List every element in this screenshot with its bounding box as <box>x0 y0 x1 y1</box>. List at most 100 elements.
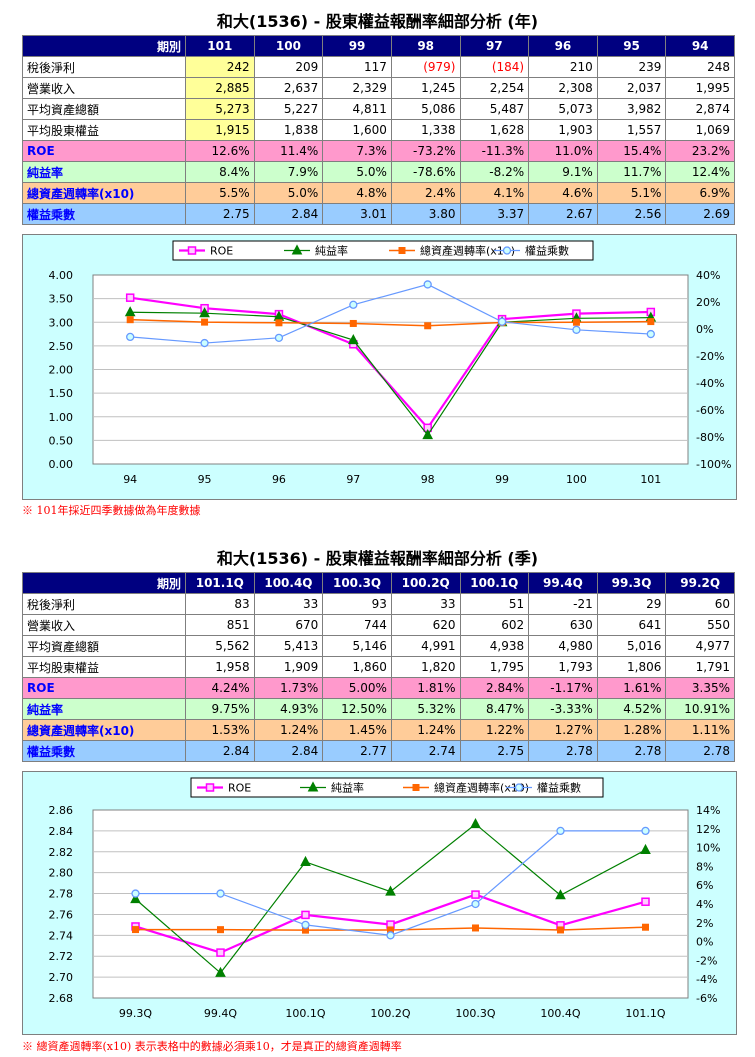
table-cell: 2.56 <box>596 203 667 225</box>
row-label: ROE <box>22 677 186 699</box>
row-label: 營業收入 <box>22 614 186 636</box>
table-cell: 2.78 <box>528 740 598 762</box>
table-cell: 4.6% <box>528 182 598 204</box>
legend-label: 純益率 <box>315 244 348 258</box>
series-line-turnover <box>130 318 651 327</box>
table-cell: 1,958 <box>185 656 255 678</box>
y-right-tick-label: 40% <box>696 269 720 282</box>
table-cell: 1.24% <box>253 719 324 741</box>
table-cell: 2,637 <box>253 77 324 99</box>
table-cell: 1.81% <box>390 677 461 699</box>
table-row-avg-equity: 平均股東權益 1,958 1,909 1,860 1,820 1,795 1,7… <box>22 656 735 678</box>
table-cell: 620 <box>390 614 461 636</box>
table-cell: 1,903 <box>528 119 598 141</box>
data-point-turnover <box>275 319 283 327</box>
row-label: 總資產週轉率(x10) <box>22 719 186 741</box>
table-cell: -78.6% <box>390 161 461 183</box>
row-label: 營業收入 <box>22 77 186 99</box>
table-cell: 4.1% <box>459 182 530 204</box>
table-cell: (184) <box>459 56 530 78</box>
table-row-roe: ROE 4.24% 1.73% 5.00% 1.81% 2.84% -1.17%… <box>22 677 735 699</box>
period-header: 100.2Q <box>390 572 461 594</box>
data-point-turnover <box>557 926 564 934</box>
data-point-multiplier <box>274 333 284 342</box>
table-cell: 1,838 <box>253 119 324 141</box>
period-header: 96 <box>528 35 598 57</box>
table-cell: 5.32% <box>390 698 461 720</box>
table-cell: 1.28% <box>596 719 667 741</box>
data-point-net-margin <box>422 429 434 440</box>
table-cell: 2.4% <box>390 182 461 204</box>
plot-area <box>92 809 689 999</box>
x-tick-label: 101 <box>640 473 661 486</box>
quarterly-footnote: ※ 總資產週轉率(x10) 表示表格中的數據必須乘10，才是真正的總資產週轉率 <box>22 1040 402 1053</box>
y-left-tick-label: 0.50 <box>49 434 74 447</box>
table-cell: 1.27% <box>528 719 598 741</box>
table-cell: 11.0% <box>528 140 598 162</box>
table-cell: 33 <box>253 593 324 615</box>
y-left-tick-label: 1.50 <box>49 387 74 400</box>
table-cell: 1,245 <box>390 77 461 99</box>
data-point-roe <box>125 293 135 302</box>
table-cell: 4,991 <box>390 635 461 657</box>
table-cell: 1.22% <box>459 719 530 741</box>
period-header: 97 <box>459 35 530 57</box>
row-label: 稅後淨利 <box>22 56 186 78</box>
y-right-tick-label: -80% <box>696 431 724 444</box>
table-cell: 3.37 <box>459 203 530 225</box>
y-right-tick-label: 10% <box>696 842 720 855</box>
data-point-multiplier <box>200 338 209 348</box>
period-header: 94 <box>665 35 735 57</box>
period-header: 100.1Q <box>459 572 530 594</box>
legend-label: ROE <box>210 245 233 258</box>
y-right-tick-label: -2% <box>696 954 717 967</box>
table-cell: 2.84 <box>253 740 324 762</box>
data-point-turnover <box>424 322 432 330</box>
period-header: 99.4Q <box>528 572 598 594</box>
table-cell: 2.75 <box>459 740 530 762</box>
x-tick-label: 95 <box>198 473 212 486</box>
legend-marker-net-margin <box>307 781 319 792</box>
table-cell: 1,795 <box>459 656 530 678</box>
period-header-label: 期別 <box>22 35 186 57</box>
table-cell: 2.67 <box>528 203 598 225</box>
table-cell: 2.78 <box>596 740 667 762</box>
data-point-multiplier <box>216 889 225 898</box>
period-header: 101.1Q <box>185 572 255 594</box>
table-cell: 5,562 <box>185 635 255 657</box>
legend-marker-multiplier <box>514 783 524 792</box>
x-tick-label: 99.4Q <box>204 1007 237 1020</box>
table-row-asset-turnover: 總資產週轉率(x10) 5.5% 5.0% 4.8% 2.4% 4.1% 4.6… <box>22 182 735 204</box>
period-header: 100 <box>253 35 324 57</box>
data-point-turnover <box>647 318 655 326</box>
quarterly-title: 和大(1536) - 股東權益報酬率細部分析 (季) <box>216 549 539 568</box>
y-left-tick-label: 2.84 <box>49 825 74 838</box>
table-cell: 4.93% <box>253 698 324 720</box>
y-left-tick-label: 3.00 <box>49 316 74 329</box>
period-header: 98 <box>390 35 461 57</box>
data-point-multiplier <box>497 317 507 326</box>
table-cell: 209 <box>253 56 324 78</box>
table-cell: 2.78 <box>665 740 735 762</box>
table-cell: 5,487 <box>459 98 530 120</box>
table-cell: 29 <box>596 593 667 615</box>
data-point-turnover <box>572 318 580 326</box>
table-cell: 23.2% <box>665 140 735 162</box>
row-label: 平均股東權益 <box>22 119 186 141</box>
y-left-tick-label: 2.80 <box>49 867 74 880</box>
table-cell: -3.33% <box>528 698 598 720</box>
table-cell: 5,086 <box>390 98 461 120</box>
y-left-tick-label: 3.50 <box>49 293 74 306</box>
table-cell: 1,793 <box>528 656 598 678</box>
x-tick-label: 100.1Q <box>285 1007 325 1020</box>
table-cell: 5.0% <box>253 182 324 204</box>
row-label: ROE <box>22 140 186 162</box>
period-header: 99.3Q <box>596 572 667 594</box>
data-point-turnover <box>217 926 224 934</box>
table-cell: 60 <box>665 593 735 615</box>
table-row-roe: ROE 12.6% 11.4% 7.3% -73.2% -11.3% 11.0%… <box>22 140 735 162</box>
row-label: 平均資產總額 <box>22 635 186 657</box>
y-left-tick-label: 2.00 <box>49 364 74 377</box>
data-point-turnover <box>642 923 649 931</box>
table-row-revenue: 營業收入 2,885 2,637 2,329 1,245 2,254 2,308… <box>22 77 735 99</box>
